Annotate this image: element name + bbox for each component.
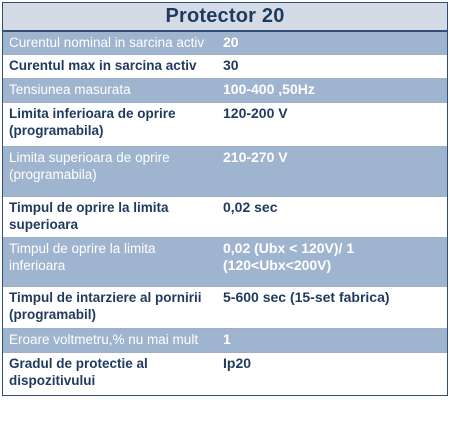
table-row: Curentul max in sarcina activ 30 (3, 55, 447, 79)
table-row: Timpul de intarziere al pornirii (progra… (3, 287, 447, 329)
row-value-line: 100-400 ,50Hz (223, 81, 315, 97)
table-row: Eroare voltmetru,% nu mai mult 1 (3, 329, 447, 353)
row-label: Timpul de oprire la limita superioara (9, 200, 169, 232)
row-label: Curentul nominal in sarcina activ (9, 35, 205, 50)
row-label: Tensiunea masurata (9, 82, 131, 97)
table-row: Timpul de oprire la limita inferioara 0,… (3, 238, 447, 287)
row-label: Limita inferioara de oprire (programabil… (9, 106, 176, 138)
row-label: Gradul de protectie al dispozitivului (9, 356, 148, 388)
row-value: 0,02 (Ubx < 120V)/ 1 (120<Ubx<200V) (209, 238, 447, 286)
table-row: Limita superioara de oprire (programabil… (3, 147, 447, 197)
table-row: Gradul de protectie al dispozitivului Ip… (3, 353, 447, 395)
row-label: Timpul de oprire la limita inferioara (9, 241, 156, 273)
row-label: Timpul de intarziere al pornirii (progra… (9, 290, 202, 322)
table-row: Limita inferioara de oprire (programabil… (3, 103, 447, 147)
row-value-line: 1 (223, 331, 231, 347)
spec-table: Protector 20 Curentul nominal in sarcina… (2, 2, 448, 396)
row-value: 0,02 sec (209, 197, 447, 237)
table-header: Protector 20 (3, 3, 447, 32)
row-label: Eroare voltmetru,% nu mai mult (9, 332, 199, 347)
row-value-line: Ip20 (223, 355, 252, 371)
row-value-line: 0,02 (Ubx < 120V)/ 1 (223, 240, 355, 256)
table-row: Curentul nominal in sarcina activ 20 (3, 32, 447, 55)
table-row: Timpul de oprire la limita superioara 0,… (3, 197, 447, 238)
row-label: Limita superioara de oprire (programabil… (9, 150, 170, 182)
row-value: 1 (209, 329, 447, 352)
row-label: Curentul max in sarcina activ (9, 58, 197, 73)
row-value: 5-600 sec (15-set fabrica) (209, 287, 447, 328)
row-value-line: 30 (223, 57, 239, 73)
row-value-line: (120<Ubx<200V) (223, 257, 332, 273)
row-value: 30 (209, 55, 447, 78)
row-value: 20 (209, 32, 447, 54)
row-value-line: 20 (223, 34, 239, 50)
row-value-line: 120-200 V (223, 105, 288, 121)
row-value-line: 210-270 V (223, 149, 288, 165)
table-title: Protector 20 (165, 5, 285, 27)
row-value-line: 5-600 sec (15-set fabrica) (223, 289, 390, 305)
row-value: Ip20 (209, 353, 447, 395)
row-value: 210-270 V (209, 147, 447, 196)
row-value: 100-400 ,50Hz (209, 79, 447, 102)
row-value: 120-200 V (209, 103, 447, 146)
row-value-line: 0,02 sec (223, 199, 278, 215)
table-row: Tensiunea masurata 100-400 ,50Hz (3, 79, 447, 103)
